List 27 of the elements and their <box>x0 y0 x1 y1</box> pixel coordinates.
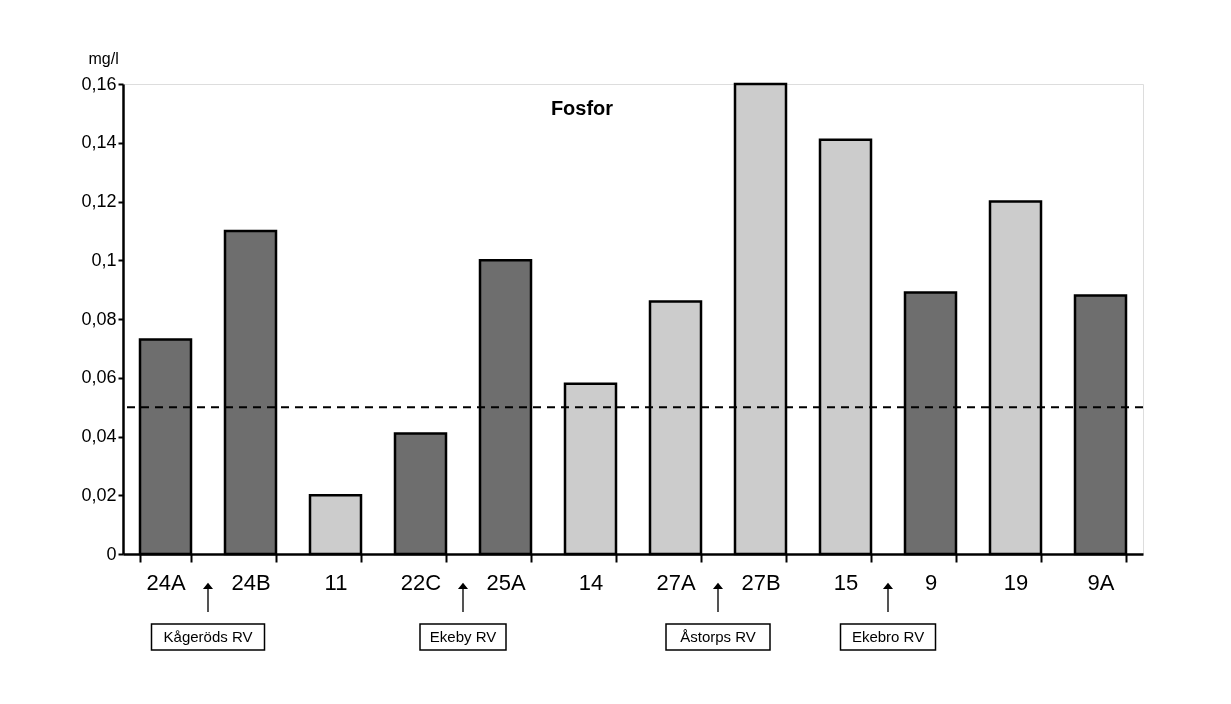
x-tick-label: 9A <box>1087 569 1115 595</box>
y-tick-label: 0,04 <box>81 426 117 446</box>
x-tick-label: 9 <box>924 569 938 595</box>
x-tick-label: 11 <box>324 569 348 595</box>
y-tick-label: 0,06 <box>81 367 117 388</box>
text: Fosfor <box>550 97 614 119</box>
y-tick-label: 0,08 <box>81 308 117 329</box>
x-tick-label: 24B <box>231 569 271 595</box>
y-tick-label: 0,12 <box>81 191 117 211</box>
y-tick-label: 0,16 <box>81 73 117 94</box>
text: Åstorps RV <box>680 628 756 645</box>
x-tick-label: 19 <box>1003 569 1029 595</box>
y-tick-label: 0,1 <box>91 249 117 270</box>
x-tick-label: 14 <box>578 569 604 595</box>
x-tick-label: 24A <box>146 569 186 595</box>
y-axis-title: mg/l <box>88 49 119 67</box>
x-tick-label: 15 <box>833 569 859 595</box>
x-tick-label: 27A <box>656 569 696 595</box>
x-tick-label: 25A <box>486 569 526 595</box>
y-tick-label: 0,14 <box>81 132 117 153</box>
text: Ekebro RV <box>851 628 925 645</box>
text: Kågeröds RV <box>163 628 253 645</box>
x-tick-label: 27B <box>741 569 781 595</box>
y-tick-label: 0 <box>106 543 117 564</box>
y-tick-label: 0,02 <box>81 484 117 505</box>
text: Ekeby RV <box>429 628 497 645</box>
x-tick-label: 22C <box>400 569 442 595</box>
